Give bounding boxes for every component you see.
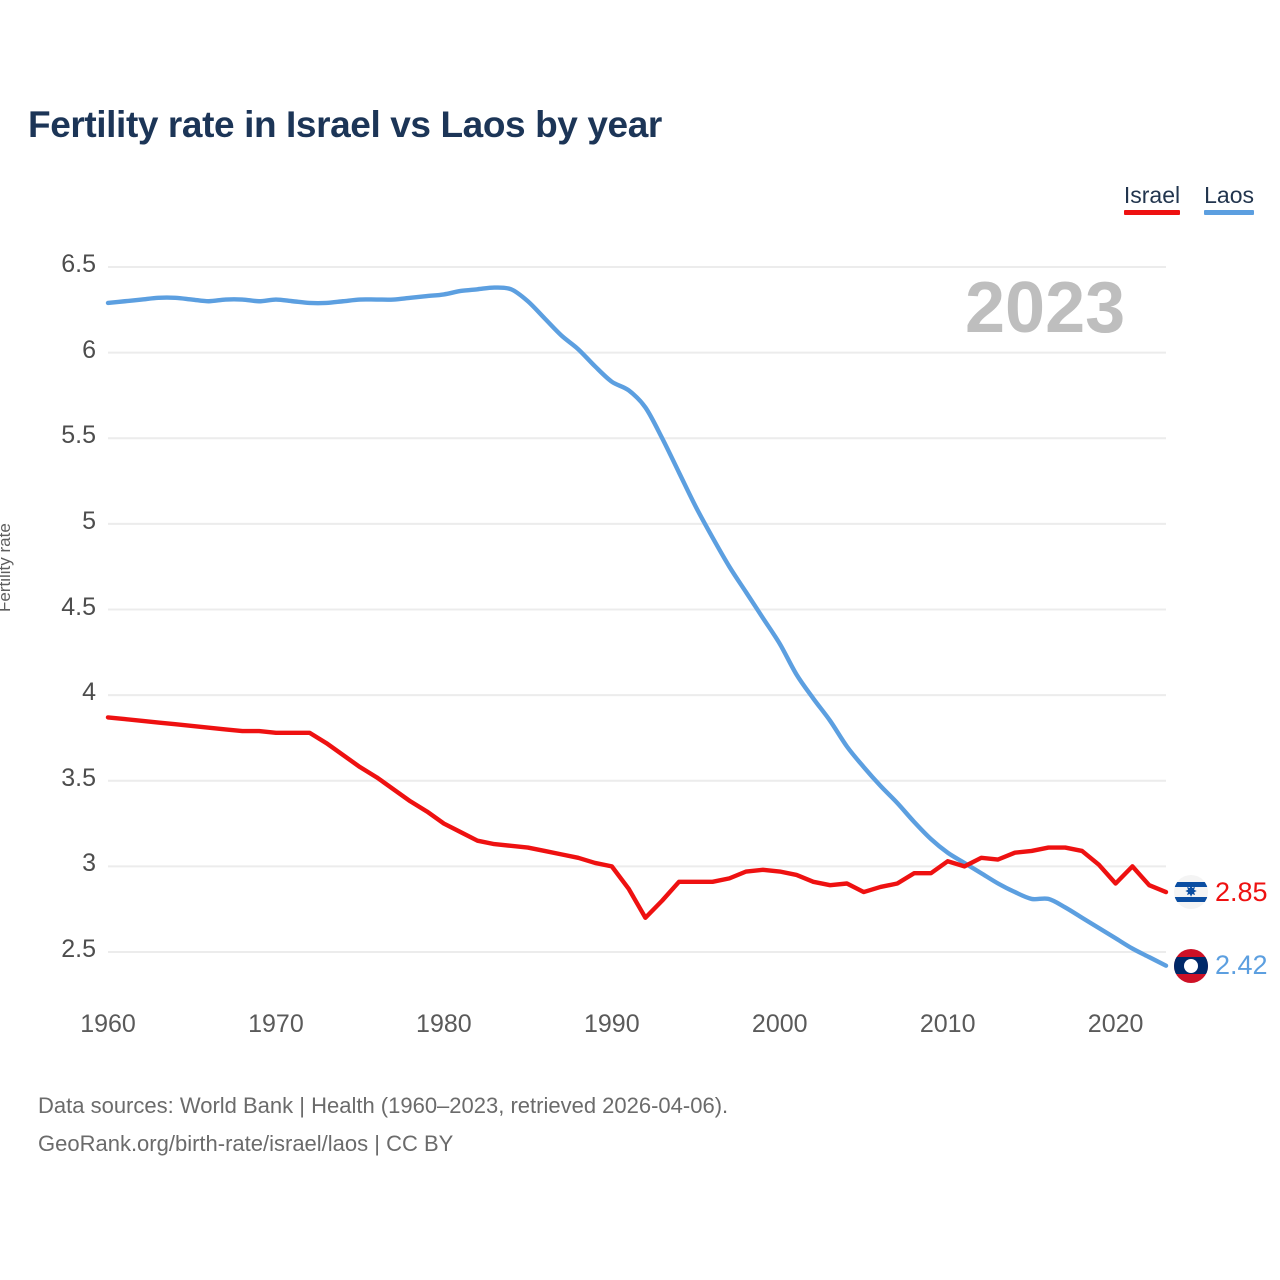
y-tick-3-5: 3.5 (61, 763, 96, 792)
y-tick-6-5: 6.5 (61, 250, 96, 278)
endpoint-value-israel: 2.85 (1215, 876, 1268, 907)
x-tick-1970: 1970 (248, 1010, 304, 1038)
year-watermark: 2023 (965, 268, 1126, 348)
x-tick-1960: 1960 (80, 1010, 136, 1038)
legend-item-israel[interactable]: Israel (1123, 182, 1181, 216)
y-axis-tick-labels: 6.5 6 5.5 5 4.5 4 3.5 3 2.5 (0, 0, 96, 1280)
x-tick-2000: 2000 (751, 1010, 808, 1038)
page-title: Fertility rate in Israel vs Laos by year (28, 104, 662, 145)
chart-legend: Israel Laos (1123, 182, 1254, 216)
endpoint-marker-laos[interactable]: 2.42 (1174, 948, 1268, 983)
y-tick-5: 5 (82, 506, 96, 535)
y-tick-6: 6 (82, 335, 96, 364)
plot-area (105, 266, 1169, 968)
legend-swatch-israel (1123, 210, 1181, 216)
legend-label-israel: Israel (1123, 182, 1181, 208)
footer-line-sources: Data sources: World Bank | Health (1960–… (38, 1093, 729, 1118)
y-tick-3: 3 (82, 849, 96, 878)
y-tick-5-5: 5.5 (61, 421, 96, 450)
series-line-laos (105, 285, 1169, 968)
legend-swatch-laos (1204, 210, 1254, 216)
footer: Data sources: World Bank | Health (1960–… (38, 1087, 728, 1163)
y-tick-4: 4 (82, 678, 96, 707)
x-tick-1980: 1980 (416, 1010, 472, 1038)
y-tick-4-5: 4.5 (61, 592, 96, 621)
x-tick-2010: 2010 (919, 1010, 976, 1038)
series-line-israel (105, 715, 1169, 920)
footer-line-attribution[interactable]: GeoRank.org/birth-rate/israel/laos | CC … (38, 1130, 454, 1156)
endpoint-marker-israel[interactable]: ✸ 2.85 (1174, 875, 1268, 910)
line-chart-svg (105, 266, 1169, 968)
x-tick-2020: 2020 (1087, 1010, 1144, 1038)
laos-flag-icon (1174, 948, 1208, 983)
legend-label-laos: Laos (1204, 182, 1254, 208)
endpoint-value-laos: 2.42 (1215, 950, 1268, 981)
y-tick-2-5: 2.5 (61, 935, 96, 963)
israel-flag-icon: ✸ (1174, 875, 1208, 910)
legend-item-laos[interactable]: Laos (1204, 182, 1254, 216)
x-axis-tick-labels: 1960 1970 1980 1990 2000 2010 2020 (0, 1010, 1280, 1050)
x-tick-1990: 1990 (583, 1010, 640, 1038)
gridlines (108, 266, 1166, 953)
